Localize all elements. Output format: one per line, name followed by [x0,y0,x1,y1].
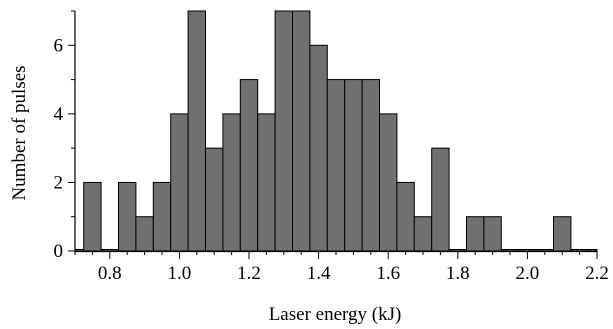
histogram-bar [535,249,554,252]
x-tick-label: 1.8 [446,263,470,284]
histogram-bar [448,249,468,252]
x-tick-label: 1.2 [237,263,261,284]
histogram-bar [553,216,572,252]
histogram-bar [222,113,241,252]
tick-labels: 0.8 1.0 1.2 1.4 1.6 1.8 2.0 2.2 0 2 4 6 [54,35,609,284]
histogram-bar [326,79,346,252]
histogram-bar [152,181,172,252]
histogram-bar [239,79,259,252]
histogram-bar [100,249,119,252]
histogram-bar [361,79,381,252]
x-tick-label: 2.2 [585,263,609,284]
y-tick-label: 6 [54,35,64,56]
y-tick-label: 4 [54,104,64,125]
histogram-bar [483,216,502,252]
histogram-bar [74,249,85,252]
x-tick-label: 2.0 [516,263,540,284]
histogram-bars [74,10,598,252]
x-tick-label: 1.6 [376,263,400,284]
y-axis-label: Number of pulses [9,65,30,200]
histogram-bar [466,216,485,252]
histogram-bar [431,147,450,252]
histogram-bar [379,113,398,252]
histogram-bar [170,113,189,252]
axes [68,10,598,259]
histogram-bar [587,249,598,252]
histogram-bar [518,249,537,252]
histogram-bar [570,249,589,252]
x-tick-label: 1.4 [307,263,331,284]
histogram-bar [500,249,520,252]
histogram-bar [413,216,433,252]
x-tick-label: 0.8 [98,263,122,284]
y-tick-label: 2 [54,172,64,193]
histogram-bar [257,113,276,252]
histogram-bar [205,147,224,252]
histogram-bar [344,79,363,252]
histogram-bar [309,44,328,252]
y-tick-label: 0 [54,241,64,262]
histogram-bar [274,10,294,252]
histogram-bar [118,181,137,252]
x-axis-label: Laser energy (kJ) [269,304,402,325]
x-tick-label: 1.0 [168,263,192,284]
histogram-bar [292,10,311,252]
histogram-bar [135,216,154,252]
histogram-bar [187,10,207,252]
histogram-bar [83,181,102,252]
histogram-bar [396,181,415,252]
